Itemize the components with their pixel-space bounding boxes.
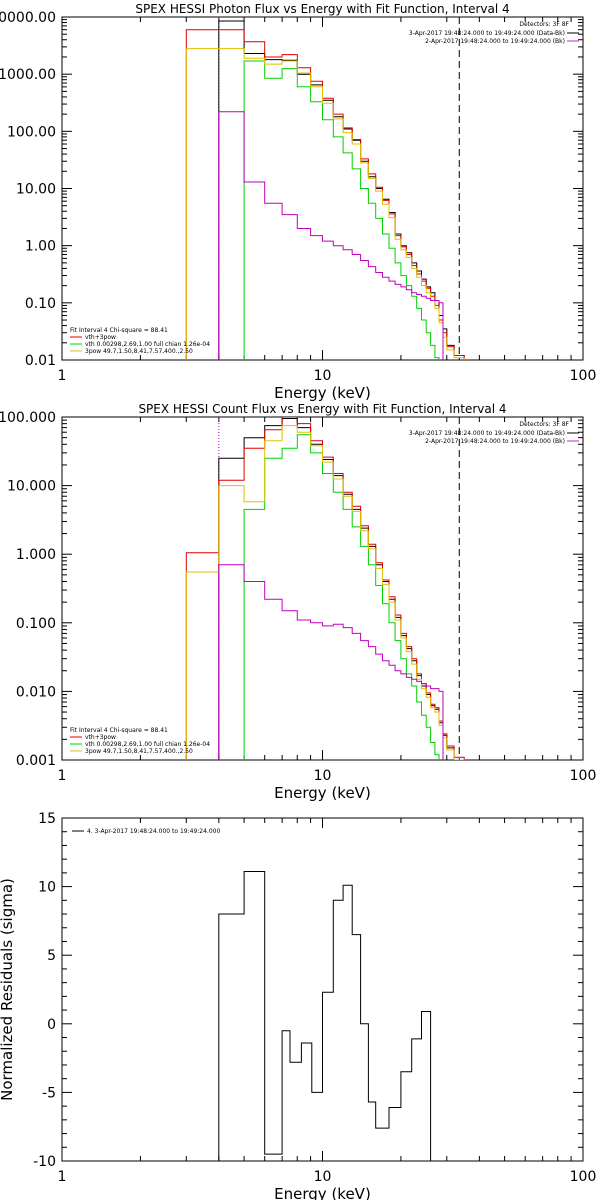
legend-label: vth 0.00298,2.69,1.00 full chian 1.26e-0… xyxy=(85,741,210,748)
legend-header: Detectors: 3F 8F xyxy=(519,421,569,428)
legend-label: 2-Apr-2017 19:48:24.000 to 19:49:24.000 … xyxy=(425,38,565,45)
y-tick-label: -10 xyxy=(33,1154,56,1170)
series-line-4 xyxy=(185,48,465,360)
x-tick-label: 10 xyxy=(314,1169,332,1185)
x-axis-label: Energy (keV) xyxy=(274,384,371,402)
y-tick-label: -5 xyxy=(42,1085,56,1101)
legend-label: 2-Apr-2017 19:48:24.000 to 19:49:24.000 … xyxy=(425,438,565,445)
y-tick-label: 10.000 xyxy=(7,479,56,495)
y-tick-label: 0.100 xyxy=(16,616,56,632)
legend-bottom: Fit Interval 4 Chi-square = 88.41vth+3po… xyxy=(70,727,210,755)
legend-header: Fit Interval 4 Chi-square = 88.41 xyxy=(70,727,168,734)
legend-bottom: Fit Interval 4 Chi-square = 88.41vth+3po… xyxy=(70,327,210,355)
legend-label: vth+3pow xyxy=(85,334,116,341)
series-line-2 xyxy=(185,417,465,760)
y-tick-label: 100.000 xyxy=(0,410,56,426)
legend-header: Detectors: 3F 8F xyxy=(519,21,569,28)
x-tick-label: 10 xyxy=(314,368,332,384)
chart-1: SPEX HESSI Photon Flux vs Energy with Fi… xyxy=(0,2,596,402)
x-tick-label: 1 xyxy=(58,368,67,384)
chart-title: SPEX HESSI Photon Flux vs Energy with Fi… xyxy=(135,2,509,16)
series-group xyxy=(218,871,432,1161)
series-group xyxy=(185,20,465,360)
x-axis-label: Energy (keV) xyxy=(274,784,371,802)
series-line-5 xyxy=(218,111,444,360)
legend-label: 3-Apr-2017 19:48:24.000 to 19:49:24.000 … xyxy=(409,30,565,37)
chart-3: 1 10 100 Energy (keV) 15 10 5 0 -5 -10 Normalized … xyxy=(0,811,596,1200)
y-tick-label: 0.001 xyxy=(16,753,56,769)
chart-title: SPEX HESSI Count Flux vs Energy with Fit… xyxy=(138,402,506,416)
series-group xyxy=(185,417,465,760)
x-axis-label: Energy (keV) xyxy=(274,1185,371,1200)
y-tick-label: 0.10 xyxy=(25,296,56,312)
legend: 4. 3-Apr-2017 19:48:24.000 to 19:49:24.0… xyxy=(72,828,220,835)
y-axis-label: Normalized Residuals (sigma) xyxy=(0,878,16,1101)
chart-2: SPEX HESSI Count Flux vs Energy with Fit… xyxy=(0,402,596,802)
x-tick-label: 1 xyxy=(58,1169,67,1185)
series-line-1 xyxy=(218,871,432,1161)
y-tick-label: 0.01 xyxy=(25,353,56,369)
plot-frame xyxy=(61,16,584,361)
series-line-3 xyxy=(243,434,440,760)
series-line-1 xyxy=(218,20,465,360)
x-tick-label: 1 xyxy=(58,768,67,784)
x-tick-label: 10 xyxy=(314,768,332,784)
legend-label: vth+3pow xyxy=(85,734,116,741)
series-line-4 xyxy=(185,425,465,760)
series-line-3 xyxy=(243,60,440,360)
y-tick-label: 5 xyxy=(47,948,56,964)
series-line-1 xyxy=(218,418,465,760)
y-tick-label: 15 xyxy=(38,811,56,827)
legend-label: 4. 3-Apr-2017 19:48:24.000 to 19:49:24.0… xyxy=(87,828,220,835)
y-tick-label: 100.00 xyxy=(7,124,56,140)
series-line-5 xyxy=(218,564,444,760)
legend-top: Detectors: 3F 8F 3-Apr-2017 19:48:24.000 … xyxy=(409,21,579,45)
legend-label: vth 0.00298,2.69,1.00 full chian 1.26e-0… xyxy=(85,341,210,348)
y-tick-label: 0.010 xyxy=(16,684,56,700)
y-tick-label: 0 xyxy=(47,1017,56,1033)
legend-label: 3pow 49.7,1.50,8.41,7.57,400.,2.50 xyxy=(85,348,193,355)
x-tick-label: 100 xyxy=(570,1169,597,1185)
y-tick-label: 10000.00 xyxy=(0,10,56,26)
y-tick-label: 1000.00 xyxy=(0,67,56,83)
legend-label: 3pow 49.7,1.50,8.41,7.57,400.,2.50 xyxy=(85,748,193,755)
plot-frame xyxy=(61,817,584,1162)
x-tick-label: 100 xyxy=(570,768,597,784)
x-tick-label: 100 xyxy=(570,368,597,384)
legend-header: Fit Interval 4 Chi-square = 88.41 xyxy=(70,327,168,334)
y-tick-label: 10 xyxy=(38,880,56,896)
y-tick-label: 1.000 xyxy=(16,547,56,563)
legend-top: Detectors: 3F 8F 3-Apr-2017 19:48:24.000 … xyxy=(409,421,579,445)
series-line-2 xyxy=(185,29,465,360)
y-tick-label: 1.00 xyxy=(25,239,56,255)
legend-label: 3-Apr-2017 19:48:24.000 to 19:49:24.000 … xyxy=(409,430,565,437)
y-tick-label: 10.00 xyxy=(16,182,56,198)
